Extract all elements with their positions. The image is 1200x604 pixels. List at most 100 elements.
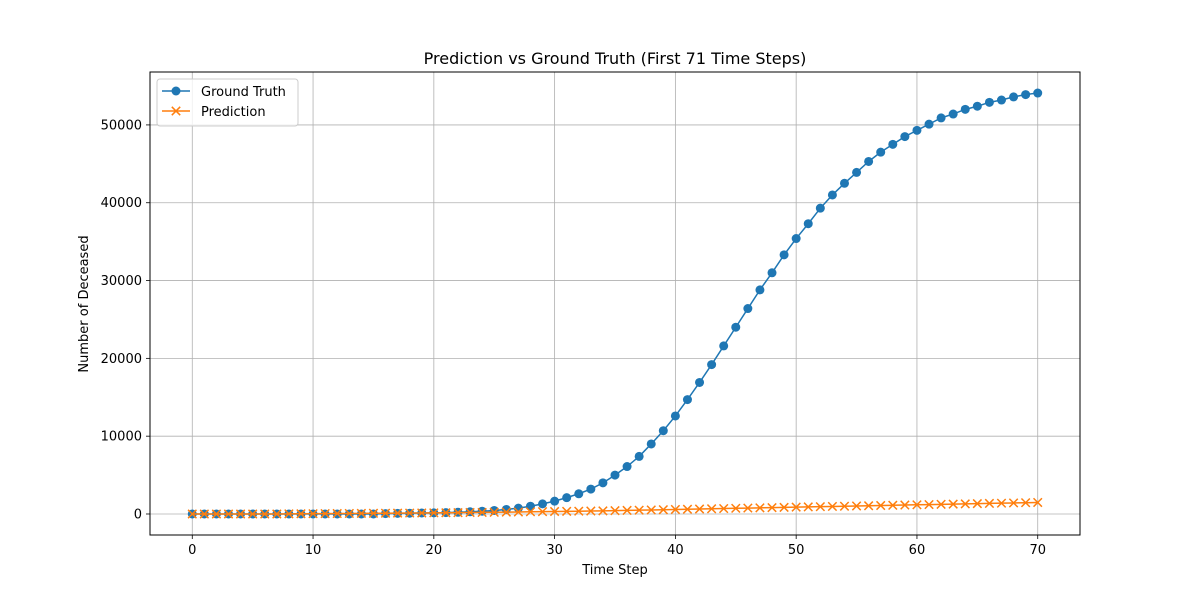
data-point <box>948 499 958 509</box>
series-prediction <box>187 497 1043 519</box>
data-point <box>284 509 294 519</box>
data-point <box>815 203 825 213</box>
data-point <box>972 101 982 111</box>
x-tick-label: 40 <box>667 543 684 558</box>
data-point <box>634 505 644 515</box>
data-point <box>936 113 946 123</box>
data-point <box>936 499 946 510</box>
data-point <box>852 167 862 177</box>
data-point <box>743 304 753 314</box>
data-point <box>501 507 512 517</box>
data-point <box>755 285 765 295</box>
data-point <box>586 506 596 516</box>
data-point <box>706 504 717 514</box>
data-point <box>996 95 1006 105</box>
plot-frame <box>149 71 1081 536</box>
grid-lines <box>150 72 1080 535</box>
x-tick-label: 20 <box>426 543 443 558</box>
data-point <box>380 508 391 518</box>
data-point <box>996 498 1007 508</box>
y-tick-label: 50000 <box>101 118 142 133</box>
data-point <box>1008 498 1019 508</box>
axes: 0 10 20 30 40 50 60 70 0 10000 20000 30000 40000 5000… <box>101 118 1046 558</box>
data-point <box>1032 497 1043 508</box>
data-point <box>538 499 548 509</box>
data-point <box>670 411 680 421</box>
data-point <box>1021 90 1031 100</box>
data-point <box>779 250 789 260</box>
data-point <box>610 470 620 480</box>
data-point <box>900 132 910 142</box>
data-point <box>900 500 910 510</box>
data-point <box>658 504 669 515</box>
y-tick-label: 30000 <box>101 274 142 289</box>
data-point <box>646 505 656 515</box>
data-point <box>779 502 789 513</box>
data-point <box>308 508 318 519</box>
data-point <box>731 503 741 514</box>
data-point <box>247 509 258 519</box>
data-point <box>876 147 886 157</box>
data-point <box>875 500 886 511</box>
y-tick-label: 0 <box>134 507 142 522</box>
data-point <box>719 341 729 351</box>
data-point <box>598 478 608 488</box>
data-point <box>791 502 801 512</box>
data-point <box>924 499 934 510</box>
x-axis-label: Time Step <box>581 563 648 578</box>
data-point <box>670 504 681 515</box>
data-point <box>332 508 342 519</box>
data-point <box>718 503 729 514</box>
data-point <box>622 505 632 516</box>
data-point <box>912 125 922 135</box>
data-point <box>803 219 813 229</box>
data-point <box>707 360 717 370</box>
data-point <box>888 500 898 511</box>
data-point <box>682 504 693 514</box>
data-point <box>223 509 234 519</box>
x-tick-label: 70 <box>1029 543 1046 558</box>
data-point <box>924 119 934 129</box>
data-point <box>827 190 837 200</box>
data-point <box>477 507 487 518</box>
data-point <box>960 104 970 114</box>
data-point <box>948 109 958 119</box>
data-point <box>477 506 487 516</box>
data-point <box>851 501 862 511</box>
data-point <box>767 268 777 278</box>
y-tick-label: 10000 <box>101 430 142 445</box>
data-point <box>682 395 692 405</box>
data-point <box>525 501 535 511</box>
data-point <box>658 426 668 436</box>
data-point <box>731 322 741 332</box>
legend-label: Prediction <box>201 105 266 120</box>
data-point <box>839 178 849 188</box>
data-point <box>803 502 813 512</box>
legend-marker <box>171 106 181 116</box>
data-point <box>272 509 282 519</box>
y-axis-label: Number of Deceased <box>77 235 92 372</box>
data-point <box>984 498 995 509</box>
data-point <box>561 506 572 517</box>
data-point <box>550 496 560 506</box>
data-point <box>815 501 826 512</box>
series-line <box>192 92 1038 515</box>
plot-series <box>187 88 1043 519</box>
data-point <box>622 462 632 472</box>
data-point <box>984 97 994 107</box>
data-point <box>356 508 367 519</box>
data-point <box>839 501 850 511</box>
data-point <box>320 508 330 519</box>
data-point <box>368 508 379 519</box>
data-point <box>489 507 499 518</box>
series-ground-truth <box>187 88 1043 519</box>
data-point <box>574 506 584 516</box>
data-point <box>453 507 463 518</box>
data-point <box>888 139 898 149</box>
data-point <box>863 501 874 511</box>
data-point <box>598 506 608 516</box>
data-point <box>743 503 753 513</box>
x-tick-label: 30 <box>546 543 563 558</box>
